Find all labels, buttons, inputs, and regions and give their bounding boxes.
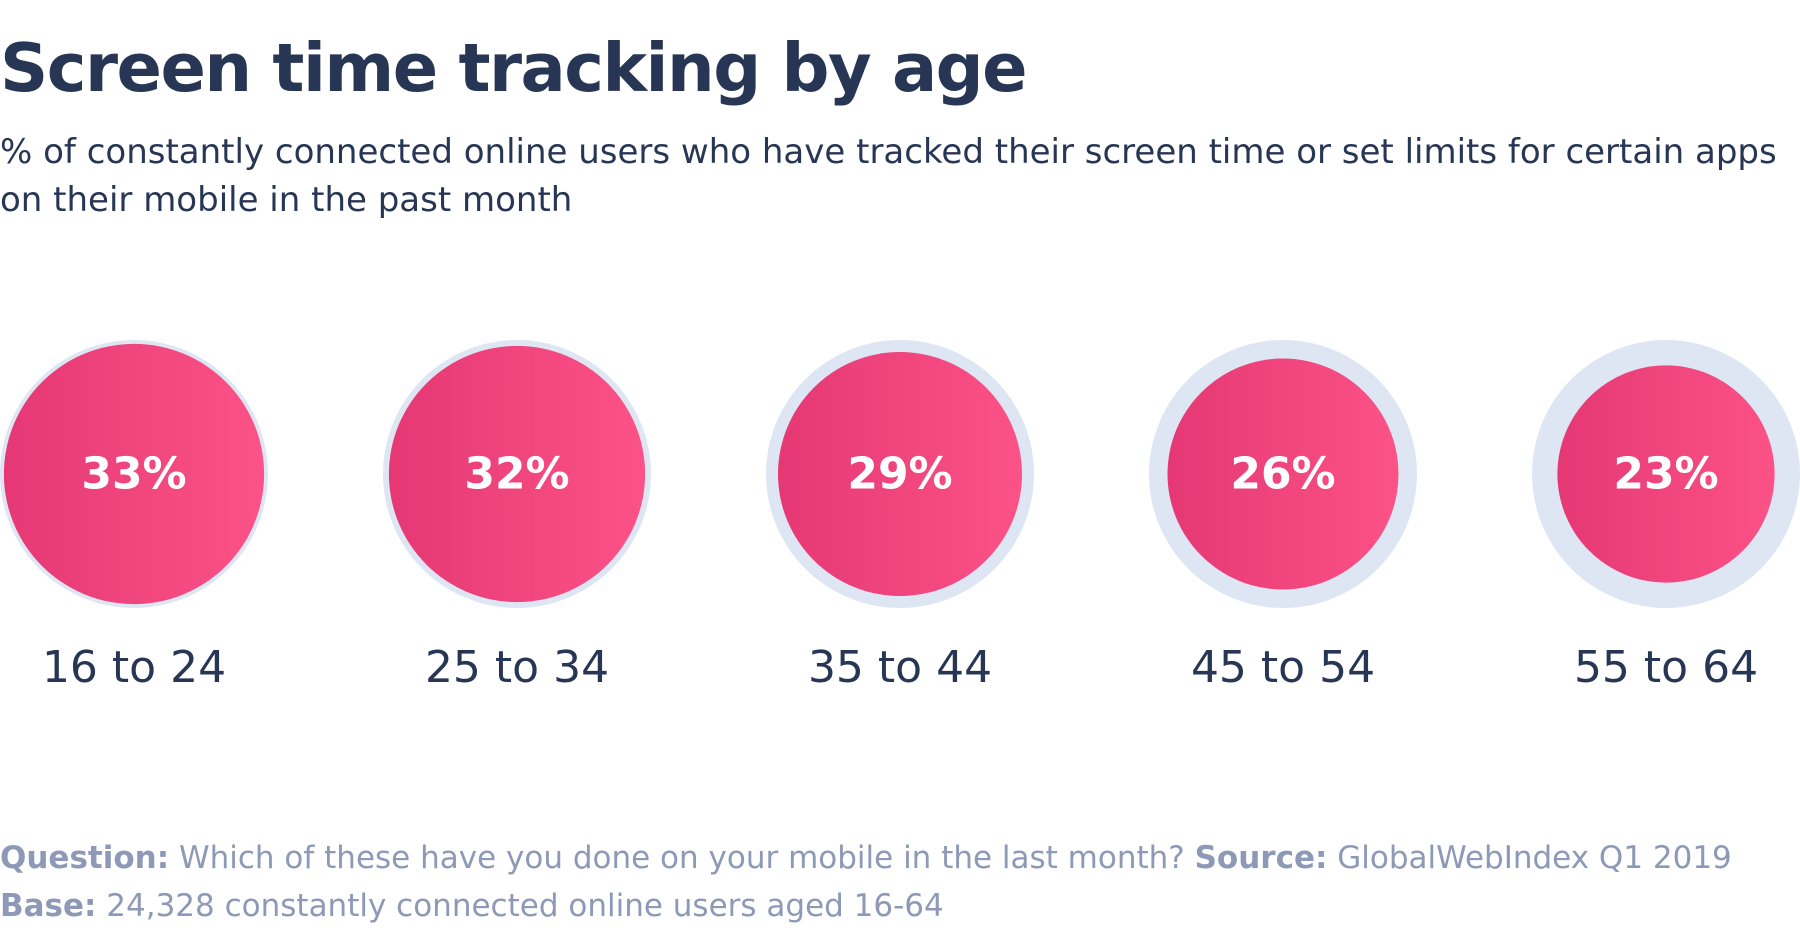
- bubble-item: 26% 45 to 54: [1149, 340, 1417, 693]
- bubble-item: 33% 16 to 24: [0, 340, 268, 693]
- bubble-item: 23% 55 to 64: [1532, 340, 1800, 693]
- source-text: GlobalWebIndex Q1 2019: [1327, 840, 1732, 876]
- bubble-item: 32% 25 to 34: [383, 340, 651, 693]
- question-label: Question:: [0, 840, 170, 876]
- category-label: 45 to 54: [1191, 642, 1375, 693]
- bubble-value-circle: [388, 345, 646, 603]
- question-text: Which of these have you done on your mob…: [169, 840, 1195, 876]
- bubble-value-label: 23%: [1613, 449, 1718, 500]
- bubble-value-label: 33%: [81, 449, 186, 500]
- category-label: 16 to 24: [42, 642, 226, 693]
- source-label: Source:: [1194, 840, 1328, 876]
- footnote: Question: Which of these have you done o…: [0, 834, 1780, 930]
- category-label: 25 to 34: [425, 642, 609, 693]
- bubble-value-label: 26%: [1230, 449, 1335, 500]
- bubble-value-circle: [3, 343, 265, 605]
- base-text: 24,328 constantly connected online users…: [96, 888, 944, 924]
- bubble-chart: 33% 16 to 24 32% 25 to 34 29% 35 to 44 26% 45 t…: [0, 340, 1800, 693]
- base-label: Base:: [0, 888, 97, 924]
- bubble-value-label: 32%: [464, 449, 569, 500]
- chart-subtitle: % of constantly connected online users w…: [0, 132, 1777, 220]
- category-label: 55 to 64: [1574, 642, 1758, 693]
- bubble-value-circle: [1557, 365, 1775, 583]
- bubble-value-label: 29%: [847, 449, 952, 500]
- bubble-value-circle: [1167, 358, 1399, 590]
- bubble-value-circle: [778, 352, 1022, 596]
- chart-title: Screen time tracking by age: [0, 29, 1028, 107]
- bubble-item: 29% 35 to 44: [766, 340, 1034, 693]
- category-label: 35 to 44: [808, 642, 992, 693]
- bubbles-group: 33% 16 to 24 32% 25 to 34 29% 35 to 44 26% 45 t…: [0, 340, 1800, 693]
